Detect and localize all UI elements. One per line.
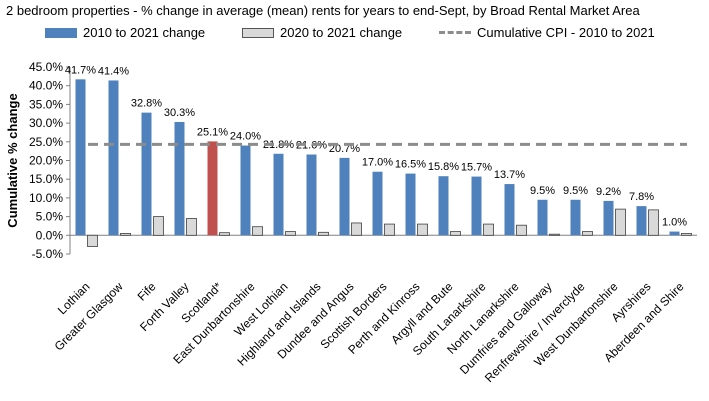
bar-2010-2021 [372, 171, 383, 236]
y-tick-label: 40.0% [29, 79, 63, 93]
y-tick-label: 20.0% [29, 154, 63, 168]
bar-2020-2021 [384, 223, 395, 236]
bar-2020-2021 [351, 222, 362, 236]
legend-item-cpi: Cumulative CPI - 2010 to 2021 [439, 25, 655, 40]
bar-2020-2021 [285, 231, 296, 236]
data-label: 13.7% [494, 169, 525, 181]
y-tick-label: 0.0% [36, 228, 64, 242]
bar-2020-2021 [120, 233, 131, 236]
bar-2010-2021 [174, 121, 185, 236]
bar-2010-2021 [207, 141, 218, 236]
data-label: 15.7% [461, 162, 492, 174]
y-tick-label: 45.0% [29, 60, 63, 74]
legend-label-2020-2021: 2020 to 2021 change [280, 25, 403, 40]
bar-2010-2021 [306, 154, 317, 236]
legend-swatch-dashed [439, 31, 471, 34]
bar-2020-2021 [516, 224, 527, 236]
bar-2010-2021 [471, 176, 482, 236]
bar-2020-2021 [648, 209, 659, 236]
y-tick-label: 35.0% [29, 97, 63, 111]
bar-2020-2021 [219, 232, 230, 236]
data-label: 9.5% [530, 185, 555, 197]
chart-title: 2 bedroom properties - % change in avera… [6, 3, 640, 18]
bar-2010-2021 [438, 176, 449, 236]
data-label: 24.0% [230, 131, 261, 143]
legend-swatch-grey [242, 27, 274, 38]
data-label: 21.6% [296, 140, 327, 152]
bar-2010-2021 [603, 200, 614, 236]
bar-2010-2021 [339, 157, 350, 236]
data-label: 30.3% [164, 107, 195, 119]
bar-2010-2021 [240, 145, 251, 236]
bar-2020-2021 [318, 231, 329, 236]
bar-2020-2021 [549, 233, 560, 236]
bar-2020-2021 [681, 233, 692, 236]
data-label: 15.8% [428, 161, 459, 173]
bar-2010-2021 [273, 153, 284, 236]
bar-2010-2021 [504, 184, 515, 236]
y-tick-label: 10.0% [29, 191, 63, 205]
data-label: 17.0% [362, 157, 393, 169]
bar-2020-2021 [483, 223, 494, 236]
x-tick-label: Fife [135, 279, 159, 303]
legend-item-2020-2021: 2020 to 2021 change [242, 25, 402, 40]
bar-2010-2021 [570, 199, 581, 236]
bar-2020-2021 [252, 226, 263, 236]
data-label: 7.8% [629, 191, 654, 203]
bar-2010-2021 [108, 80, 119, 236]
bar-2020-2021 [186, 218, 197, 236]
y-axis-title: Cumulative % change [5, 93, 20, 227]
bar-2010-2021 [405, 173, 416, 236]
bar-2010-2021 [537, 199, 548, 236]
data-label: 1.0% [662, 217, 687, 229]
bar-2020-2021 [615, 208, 626, 236]
bar-2010-2021 [636, 206, 647, 236]
y-tick-label: 30.0% [29, 116, 63, 130]
legend-item-2010-2021: 2010 to 2021 change [45, 25, 205, 40]
bar-2020-2021 [417, 223, 428, 236]
bar-2010-2021 [141, 112, 152, 236]
data-label: 25.1% [197, 126, 228, 138]
legend-swatch-blue [45, 27, 77, 38]
y-tick-label: 15.0% [29, 172, 63, 186]
data-label: 21.8% [263, 139, 294, 151]
y-tick-label: -5.0% [32, 247, 64, 261]
data-label: 16.5% [395, 159, 426, 171]
bar-2020-2021 [450, 231, 461, 236]
legend-label-2010-2021: 2010 to 2021 change [83, 25, 206, 40]
data-label: 41.4% [98, 65, 129, 77]
bar-2020-2021 [87, 234, 98, 247]
y-tick-label: 5.0% [36, 210, 64, 224]
bar-2010-2021 [669, 231, 680, 236]
data-label: 32.8% [131, 98, 162, 110]
bar-2010-2021 [75, 79, 86, 236]
y-tick-label: 25.0% [29, 135, 63, 149]
data-label: 9.5% [563, 185, 588, 197]
bar-2020-2021 [582, 231, 593, 236]
data-label: 41.7% [65, 64, 96, 76]
data-label: 9.2% [596, 186, 621, 198]
bar-2020-2021 [153, 216, 164, 236]
legend-label-cpi: Cumulative CPI - 2010 to 2021 [477, 25, 655, 40]
